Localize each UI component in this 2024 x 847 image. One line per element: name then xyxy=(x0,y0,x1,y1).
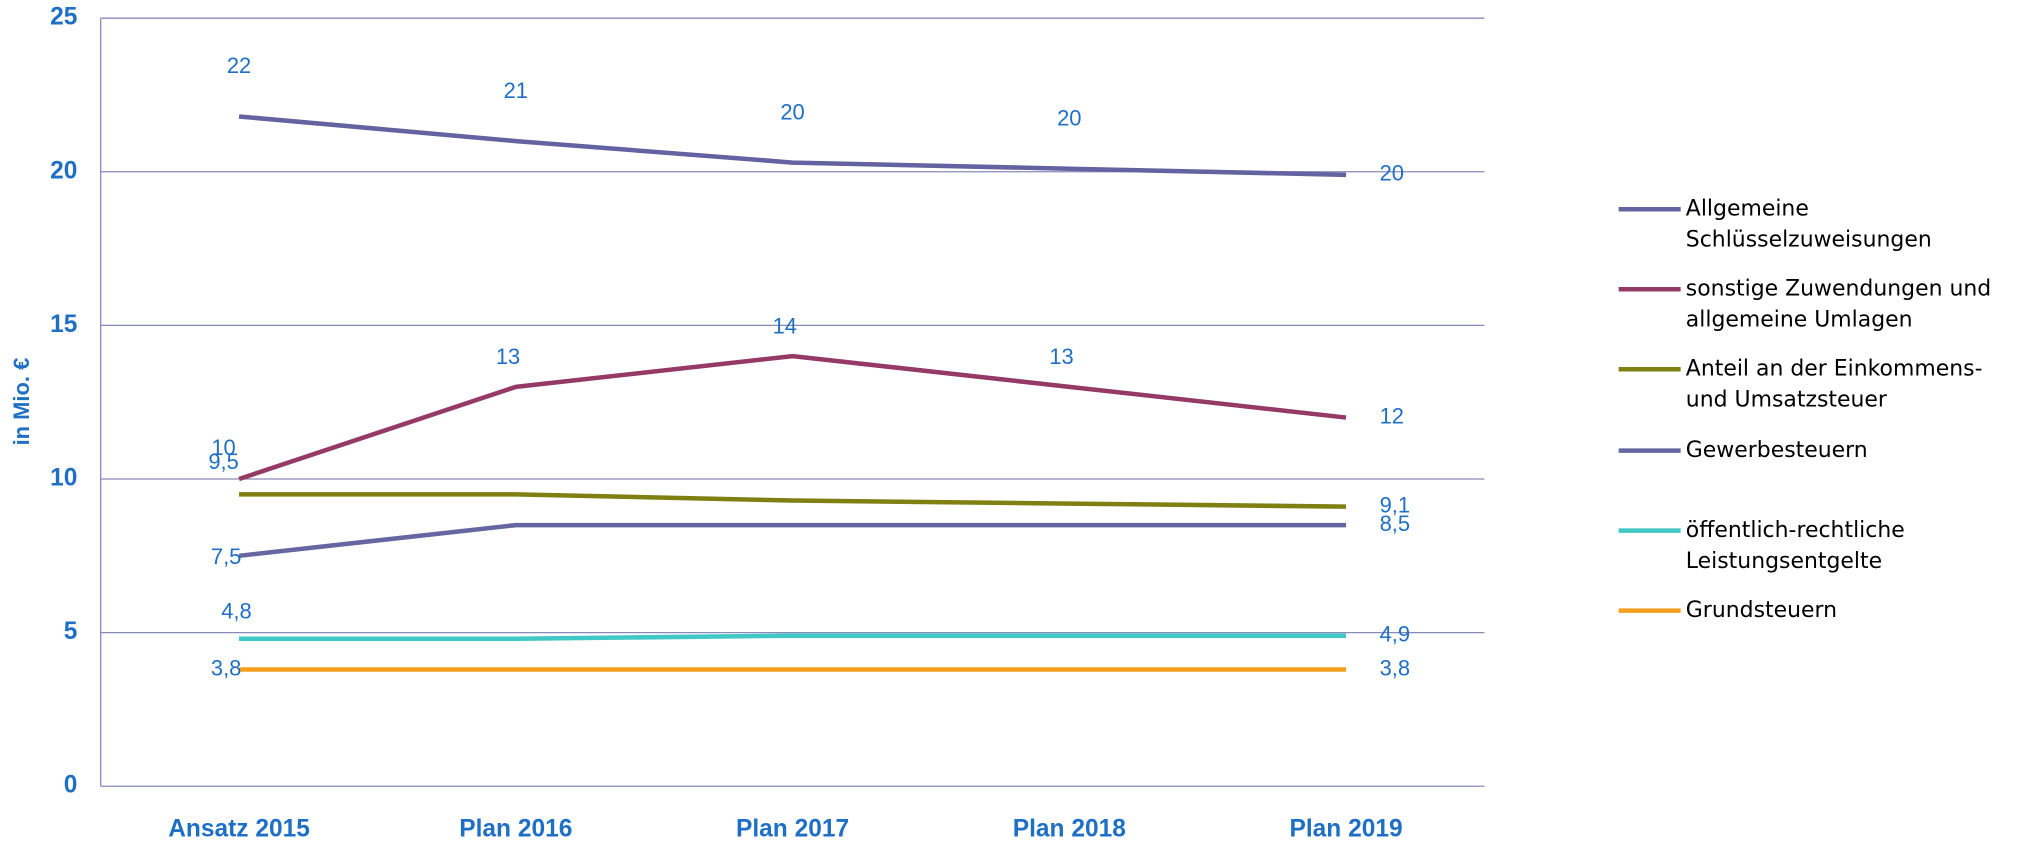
y-tick-label: 5 xyxy=(64,618,78,645)
legend-label: Gewerbesteuern xyxy=(1685,437,1868,464)
legend-entry: öffentlich-rechtliche Leistungsentgelte xyxy=(1685,517,1905,575)
series-line xyxy=(238,522,1347,559)
data-label: 9,1 xyxy=(1380,492,1411,517)
data-label: 12 xyxy=(1380,403,1404,428)
y-tick-label: 25 xyxy=(50,4,77,31)
data-label: 10 xyxy=(211,435,235,460)
x-tick-label: Plan 2019 xyxy=(1290,816,1403,843)
y-tick-label: 15 xyxy=(50,311,77,338)
legend-entry: Allgemeine Schlüsselzuweisungen xyxy=(1685,196,1932,254)
y-tick-label: 10 xyxy=(50,464,77,491)
data-label: 7,5 xyxy=(211,544,242,569)
legend-label: Allgemeine Schlüsselzuweisungen xyxy=(1685,196,1932,254)
x-tick-label: Ansatz 2015 xyxy=(168,816,310,843)
data-label: 4,8 xyxy=(221,599,252,624)
y-tick-label: 20 xyxy=(50,157,77,184)
legend-entry: Grundsteuern xyxy=(1685,597,1838,624)
legend-entry: Gewerbesteuern xyxy=(1685,437,1868,464)
series-line xyxy=(239,492,1347,509)
data-label: 3,8 xyxy=(1380,655,1411,680)
x-tick-label: Plan 2018 xyxy=(1013,816,1126,843)
x-tick-label: Plan 2016 xyxy=(459,816,572,843)
legend-label: Anteil an der Einkommens- und Umsatzsteu… xyxy=(1685,356,1983,414)
data-label: 13 xyxy=(496,344,520,369)
data-label: 8,5 xyxy=(1380,511,1411,536)
legend-entry: sonstige Zuwendungen und allgemeine Umla… xyxy=(1685,276,1992,334)
y-tick-label: 0 xyxy=(64,772,78,799)
legend-label: öffentlich-rechtliche Leistungsentgelte xyxy=(1685,517,1905,575)
data-label: 20 xyxy=(1057,105,1081,130)
data-label: 20 xyxy=(1380,161,1404,186)
data-label: 4,9 xyxy=(1380,621,1411,646)
x-tick-label: Plan 2017 xyxy=(736,816,849,843)
series-line xyxy=(238,353,1347,482)
legend-label: sonstige Zuwendungen und allgemeine Umla… xyxy=(1685,276,1992,334)
data-label: 3,8 xyxy=(211,655,242,680)
series-line xyxy=(239,633,1347,642)
legend-entry: Anteil an der Einkommens- und Umsatzsteu… xyxy=(1685,356,1983,414)
series-line xyxy=(238,114,1347,178)
data-label: 21 xyxy=(504,78,528,103)
data-label: 20 xyxy=(780,99,804,124)
legend-label: Grundsteuern xyxy=(1685,597,1838,624)
data-label: 14 xyxy=(773,314,797,339)
data-label: 13 xyxy=(1049,344,1073,369)
data-label: 9,5 xyxy=(208,449,239,474)
y-axis-title: in Mio. € xyxy=(9,358,34,446)
data-label: 22 xyxy=(227,53,251,78)
